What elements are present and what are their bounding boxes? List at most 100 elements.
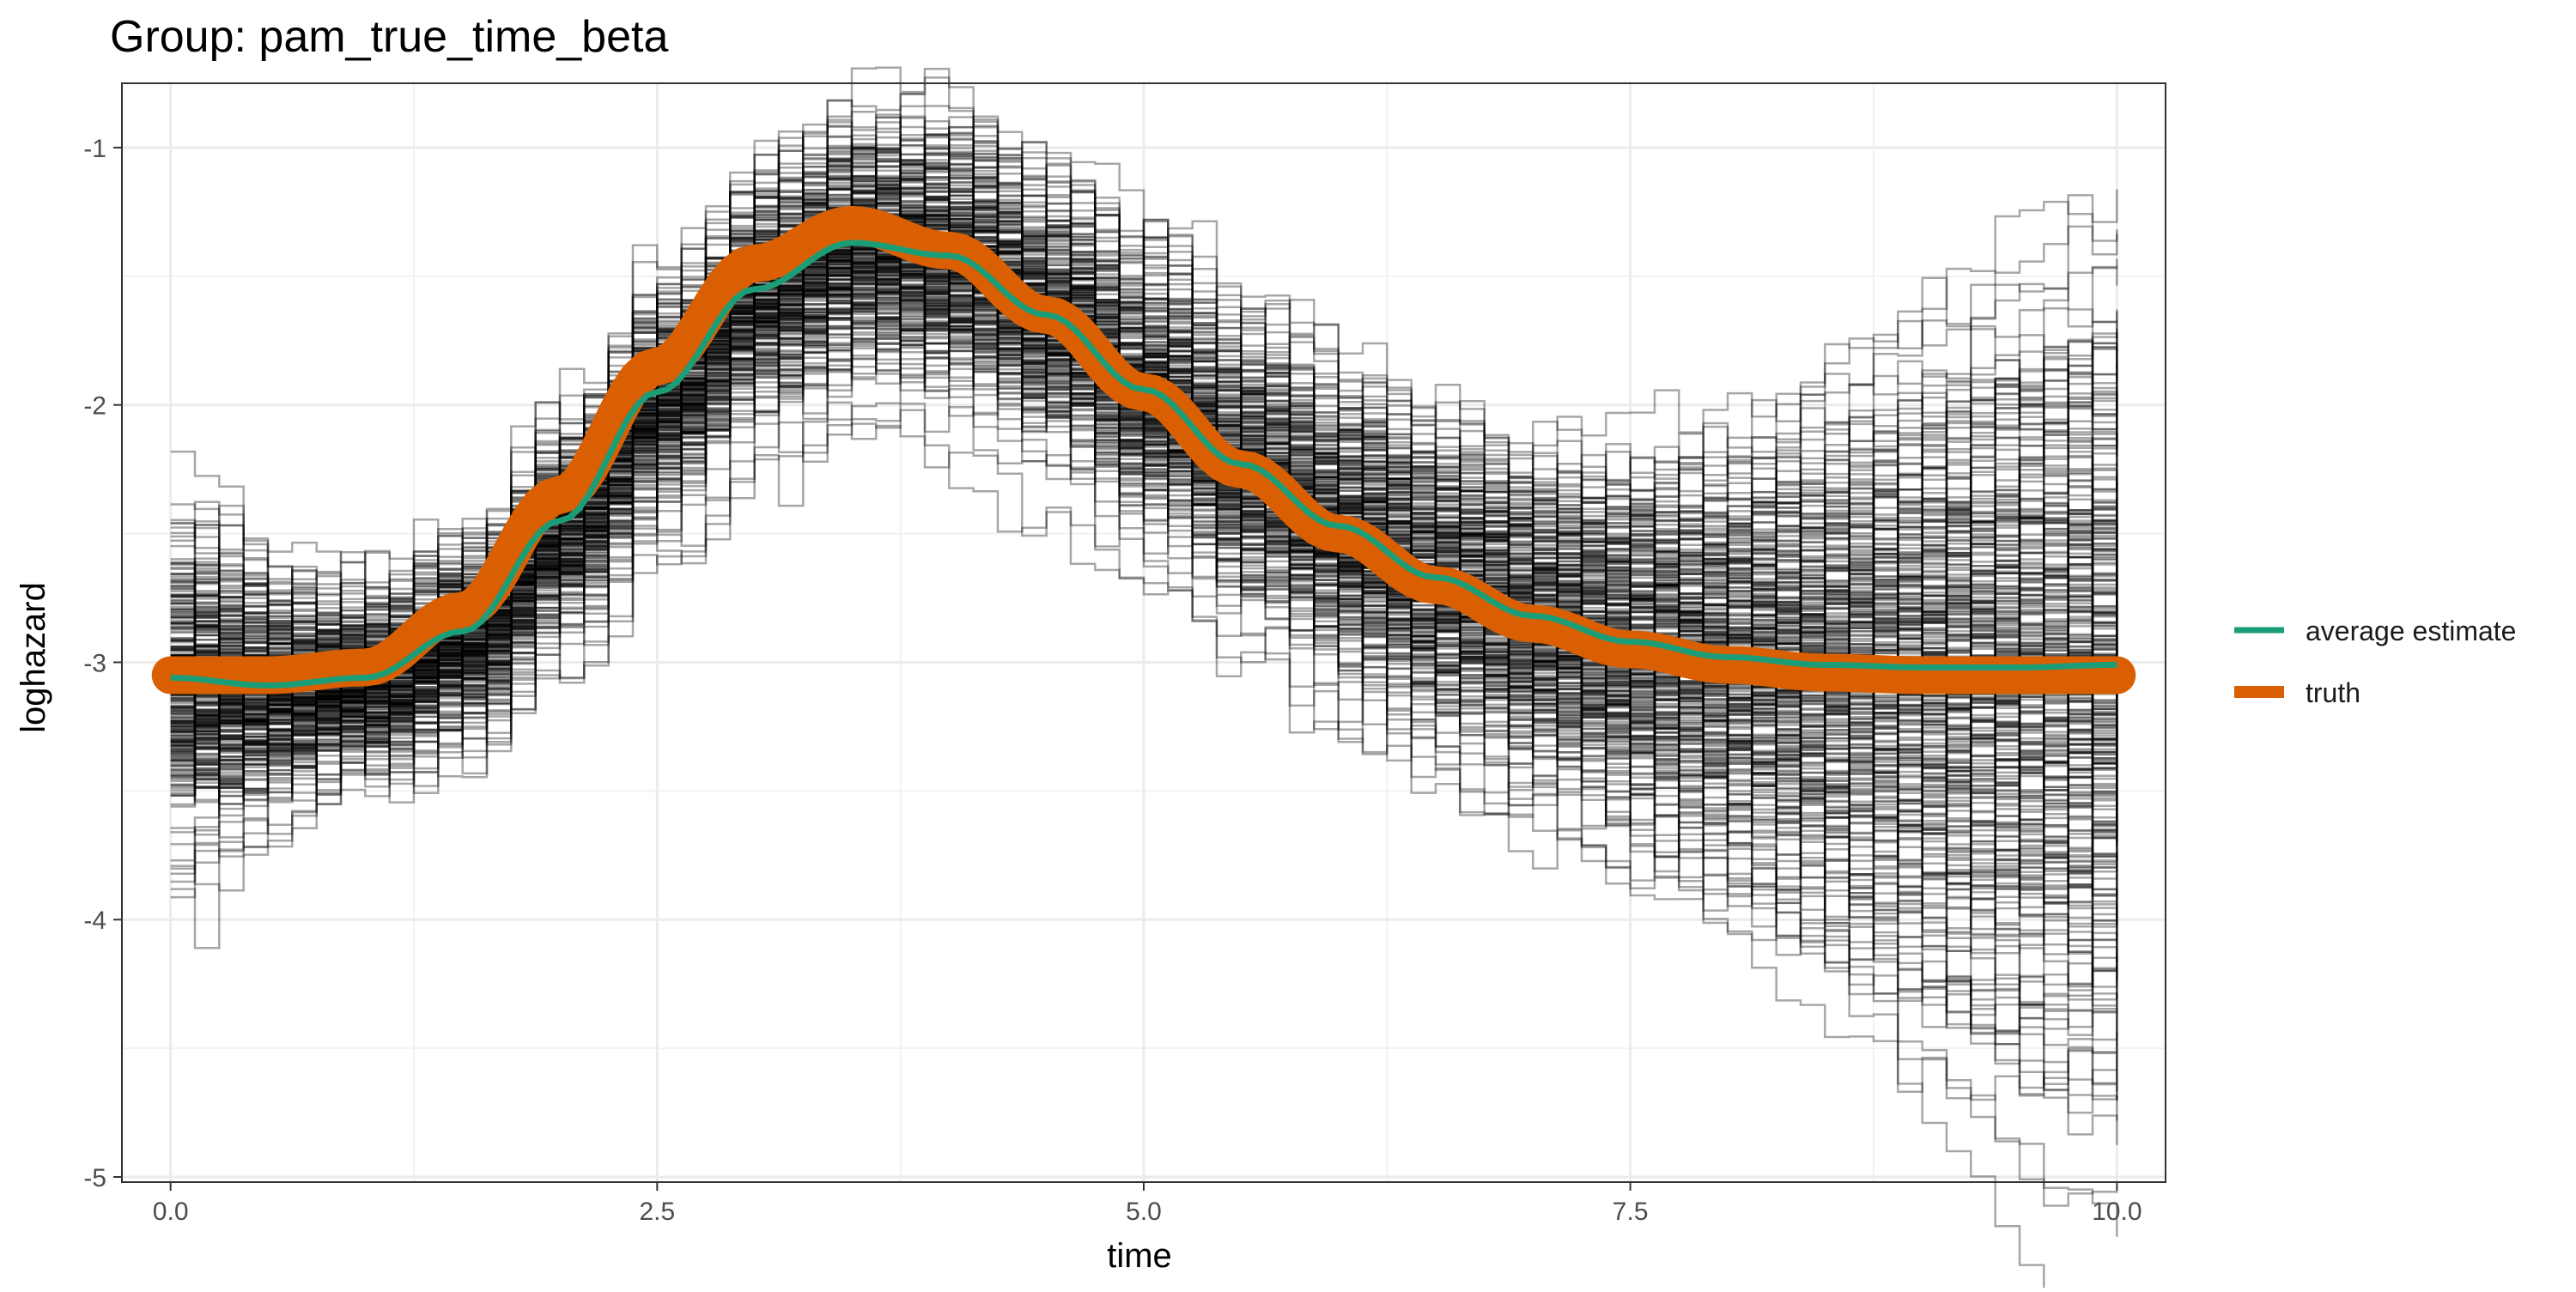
- replicate-line: [170, 237, 2118, 822]
- replicate-line: [170, 126, 2118, 746]
- replicate-line: [170, 333, 2118, 955]
- average-estimate-line: [170, 240, 2117, 688]
- replicate-line: [170, 179, 2118, 718]
- replicate-line: [170, 362, 2118, 1237]
- replicate-line: [170, 196, 2118, 783]
- replicate-line: [170, 301, 2118, 969]
- replicate-line: [170, 171, 2118, 648]
- replicate-line: [170, 206, 2118, 704]
- x-tick-label: 0.0: [153, 1198, 189, 1226]
- y-tick-label: -4: [83, 907, 106, 935]
- x-tick-label: 2.5: [639, 1198, 675, 1226]
- replicate-line: [170, 315, 2118, 959]
- replicate-line: [170, 250, 2118, 812]
- replicate-line: [170, 204, 2118, 753]
- x-tick-label: 10.0: [2092, 1198, 2142, 1226]
- replicate-line: [170, 277, 2118, 874]
- replicate-line: [170, 291, 2118, 970]
- replicate-line: [170, 232, 2118, 771]
- replicate-line: [170, 342, 2118, 953]
- replicate-line: [170, 234, 2118, 685]
- replicate-line: [170, 274, 2118, 898]
- replicate-line: [170, 304, 2118, 988]
- replicate-line: [170, 312, 2118, 1101]
- replicate-line: [170, 227, 2118, 683]
- replicate-line: [170, 248, 2118, 762]
- replicate-line: [170, 244, 2118, 732]
- replicate-line: [170, 288, 2118, 925]
- replicate-line: [170, 237, 2118, 753]
- replicate-line: [170, 232, 2118, 824]
- replicate-line: [170, 134, 2118, 671]
- replicate-line: [170, 217, 2118, 765]
- replicate-line: [170, 201, 2118, 720]
- replicate-line: [170, 292, 2118, 886]
- replicate-line: [170, 147, 2118, 652]
- replicate-line: [170, 283, 2118, 873]
- replicate-line: [170, 291, 2118, 897]
- replicate-line: [170, 121, 2118, 759]
- replicate-line: [170, 244, 2118, 827]
- replicate-line: [170, 201, 2118, 724]
- replicate-line: [170, 228, 2118, 819]
- replicate-line: [170, 302, 2118, 1207]
- replicate-line: [170, 271, 2118, 847]
- replicate-line: [170, 260, 2118, 736]
- legend-label-truth: truth: [2306, 677, 2360, 708]
- replicate-line: [170, 293, 2118, 924]
- replicate-line: [170, 267, 2118, 1010]
- replicate-line: [170, 244, 2118, 757]
- replicate-line: [170, 221, 2118, 707]
- replicate-line: [170, 158, 2118, 722]
- replicate-line: [170, 240, 2118, 847]
- replicate-line: [170, 252, 2118, 739]
- replicate-line: [170, 76, 2118, 595]
- replicate-line: [170, 186, 2118, 794]
- replicate-line: [170, 307, 2118, 889]
- replicate-line: [170, 253, 2118, 826]
- replicate-line: [170, 131, 2118, 685]
- replicate-line: [170, 270, 2118, 1046]
- replicate-line: [170, 296, 2118, 842]
- replicate-line: [170, 341, 2118, 1010]
- replicate-line: [170, 260, 2118, 1101]
- y-tick-label: -3: [83, 649, 106, 677]
- replicate-line: [170, 206, 2118, 722]
- replicate-line: [170, 250, 2118, 780]
- replicate-line: [170, 337, 2118, 1007]
- replicate-line: [170, 182, 2118, 688]
- replicate-line: [170, 166, 2118, 706]
- replicate-line: [170, 312, 2118, 913]
- replicate-line: [170, 258, 2118, 1100]
- replicate-line: [170, 271, 2118, 762]
- replicate-line: [170, 227, 2118, 737]
- replicate-line: [170, 177, 2118, 599]
- replicate-line: [170, 217, 2118, 680]
- replicate-line: [170, 270, 2118, 880]
- plot-panel: [121, 66, 2166, 1292]
- replicate-line: [170, 153, 2118, 715]
- replicate-line: [170, 249, 2118, 834]
- replicate-line: [170, 218, 2118, 756]
- replicate-line: [170, 276, 2118, 817]
- replicate-line: [170, 253, 2118, 727]
- replicate-line: [170, 176, 2118, 708]
- replicate-line: [170, 222, 2118, 682]
- replicate-line: [170, 275, 2118, 904]
- replicate-line: [170, 341, 2118, 1092]
- replicate-line: [170, 151, 2118, 617]
- replicate-line: [170, 290, 2118, 925]
- replicate-line: [170, 240, 2118, 707]
- replicate-line: [170, 187, 2118, 739]
- replicate-line: [170, 253, 2118, 830]
- replicate-line: [170, 262, 2118, 722]
- replicate-line: [170, 288, 2118, 909]
- replicate-line: [170, 201, 2118, 986]
- replicate-line: [170, 338, 2118, 1084]
- x-axis: 0.0 2.5 5.0 7.5 10.0: [153, 1182, 2142, 1226]
- replicate-line: [170, 276, 2118, 796]
- replicate-line: [170, 151, 2118, 931]
- replicate-line: [170, 203, 2118, 737]
